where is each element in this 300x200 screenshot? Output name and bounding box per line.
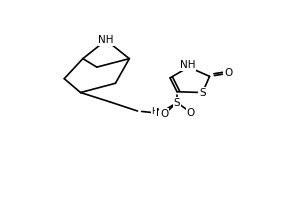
Text: NH: NH: [180, 60, 195, 70]
Text: H: H: [152, 107, 158, 116]
Text: S: S: [174, 98, 180, 108]
Text: S: S: [199, 88, 206, 98]
Text: O: O: [160, 109, 168, 119]
Text: O: O: [224, 68, 232, 78]
Text: NH: NH: [98, 35, 114, 45]
Text: O: O: [187, 108, 195, 118]
Text: N: N: [156, 108, 164, 118]
